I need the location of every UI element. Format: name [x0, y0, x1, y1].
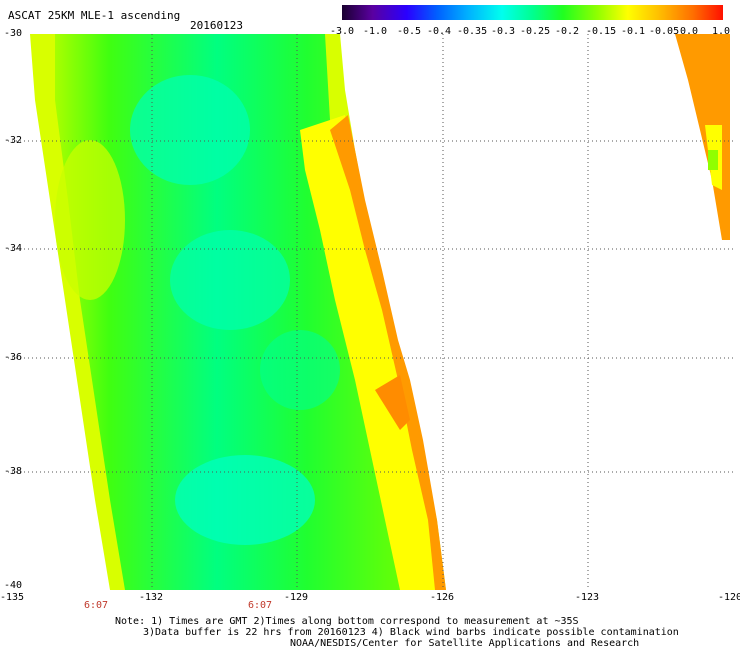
colorbar-label: -0.4: [427, 26, 452, 37]
lon-label: -132: [139, 592, 164, 603]
map-title: ASCAT 25KM MLE-1 ascending: [8, 9, 181, 22]
cyan-blob-3: [175, 455, 315, 545]
cyan-blob-2: [170, 230, 290, 330]
colorbar-label: -1.0: [363, 26, 388, 37]
lat-label: -38: [4, 466, 23, 477]
colorbar-label: -0.5: [397, 26, 422, 37]
lat-label: -34: [4, 243, 23, 254]
lon-label: -135: [0, 592, 25, 603]
colorbar-label: 0.0: [680, 26, 699, 37]
lat-label: -30: [4, 28, 23, 39]
yellow-blob-left: [55, 140, 125, 300]
lon-label: -123: [575, 592, 600, 603]
footer-note-2: 3)Data buffer is 22 hrs from 20160123 4)…: [143, 627, 679, 638]
colorbar-label: -3.0: [330, 26, 355, 37]
right-swath-orange: [675, 34, 730, 240]
cyan-blob-1: [130, 75, 250, 185]
colorbar-label: -0.2: [555, 26, 580, 37]
colorbar-gradient: [342, 5, 723, 20]
colorbar-labels: -3.0 -1.0 -0.5 -0.4 -0.35 -0.3 -0.25 -0.…: [330, 26, 735, 38]
lon-label: -126: [430, 592, 455, 603]
lon-label: -129: [284, 592, 309, 603]
lat-label: -36: [4, 352, 23, 363]
time-label: 6:07: [84, 600, 109, 611]
east-edge-yellow: [300, 115, 445, 590]
footer-note-3: NOAA/NESDIS/Center for Satellite Applica…: [290, 638, 640, 649]
colorbar-label: -0.35: [457, 26, 488, 37]
colorbar-label: -0.25: [520, 26, 551, 37]
right-swath-green: [708, 150, 718, 170]
map-date: 20160123: [190, 19, 243, 32]
footer-note-1: Note: 1) Times are GMT 2)Times along bot…: [115, 616, 579, 627]
colorbar-label: -0.15: [586, 26, 617, 37]
gridlines: [8, 34, 735, 588]
colorbar-label: -0.3: [491, 26, 516, 37]
east-edge-orange: [330, 115, 446, 590]
time-label: 6:07: [248, 600, 273, 611]
lon-label: -120: [718, 592, 740, 603]
main-swath: [30, 34, 446, 590]
colorbar-label: 1.0: [712, 26, 731, 37]
colorbar-label: -0.1: [621, 26, 646, 37]
colorbar: [342, 5, 723, 20]
colorbar-label: -0.05: [649, 26, 680, 37]
cyan-blob-4: [260, 330, 340, 410]
east-edge-amber: [375, 375, 410, 430]
right-swath: [675, 34, 730, 240]
lat-label: -40: [4, 580, 23, 591]
lat-label: -32: [4, 135, 23, 146]
